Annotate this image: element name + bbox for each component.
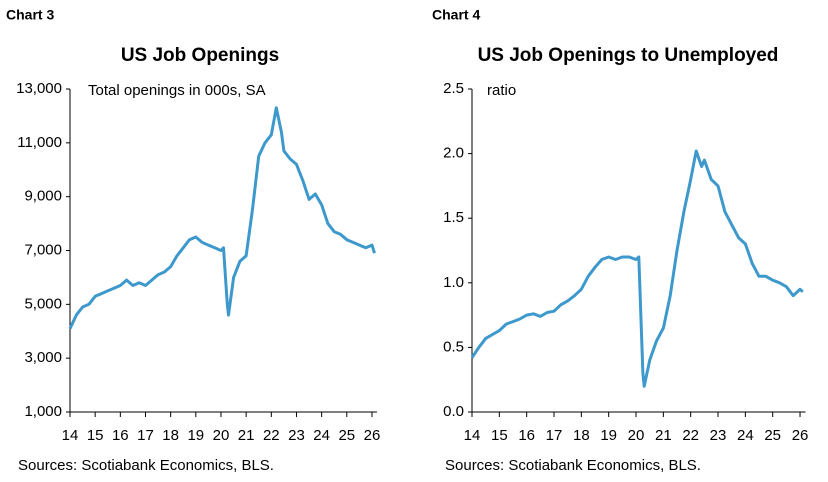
y-tick-label: 13,000 [16, 80, 62, 97]
x-tick-label: 18 [573, 427, 590, 444]
subtitle: Total openings in 000s, SA [88, 82, 266, 99]
x-tick-label: 25 [764, 427, 781, 444]
y-tick-label: 3,000 [24, 349, 62, 366]
source: Sources: Scotiabank Economics, BLS. [18, 457, 274, 474]
x-tick-label: 18 [162, 427, 179, 444]
x-tick-label: 23 [288, 427, 305, 444]
x-tick-label: 26 [792, 427, 809, 444]
x-tick-label: 19 [600, 427, 617, 444]
y-tick-label: 0.0 [443, 403, 464, 420]
x-tick-label: 14 [62, 427, 79, 444]
x-tick-label: 22 [263, 427, 280, 444]
y-tick-label: 7,000 [24, 241, 62, 258]
x-tick-label: 19 [187, 427, 204, 444]
x-tick-label: 22 [682, 427, 699, 444]
x-tick-label: 16 [112, 427, 129, 444]
chart-label: Chart 4 [432, 7, 480, 23]
subtitle: ratio [487, 82, 516, 99]
x-tick-label: 23 [710, 427, 727, 444]
y-tick-label: 1,000 [24, 403, 62, 420]
line [470, 149, 804, 388]
x-tick-label: 24 [737, 427, 754, 444]
x-tick-label: 21 [238, 427, 255, 444]
y-tick-label: 2.5 [443, 80, 464, 97]
y-tick-label: 1.5 [443, 209, 464, 226]
chart-label: Chart 3 [6, 7, 54, 23]
y-tick-label: 5,000 [24, 295, 62, 312]
x-tick-label: 20 [213, 427, 230, 444]
chart-title: US Job Openings [121, 45, 279, 66]
x-tick-label: 15 [87, 427, 104, 444]
chart-title: US Job Openings to Unemployed [478, 45, 779, 66]
x-tick-label: 26 [364, 427, 381, 444]
y-tick-label: 2.0 [443, 145, 464, 162]
x-tick-label: 14 [464, 427, 481, 444]
source: Sources: Scotiabank Economics, BLS. [445, 457, 701, 474]
y-tick-label: 0.5 [443, 338, 464, 355]
y-tick-label: 11,000 [17, 134, 62, 151]
x-tick-label: 21 [655, 427, 672, 444]
y-tick-label: 1.0 [443, 274, 464, 291]
x-tick-label: 17 [137, 427, 154, 444]
x-tick-label: 24 [313, 427, 330, 444]
line [68, 106, 376, 330]
x-tick-label: 25 [338, 427, 355, 444]
x-tick-label: 17 [546, 427, 563, 444]
x-tick-label: 16 [518, 427, 535, 444]
x-tick-label: 15 [491, 427, 508, 444]
y-tick-label: 9,000 [24, 188, 62, 205]
x-tick-label: 20 [628, 427, 645, 444]
